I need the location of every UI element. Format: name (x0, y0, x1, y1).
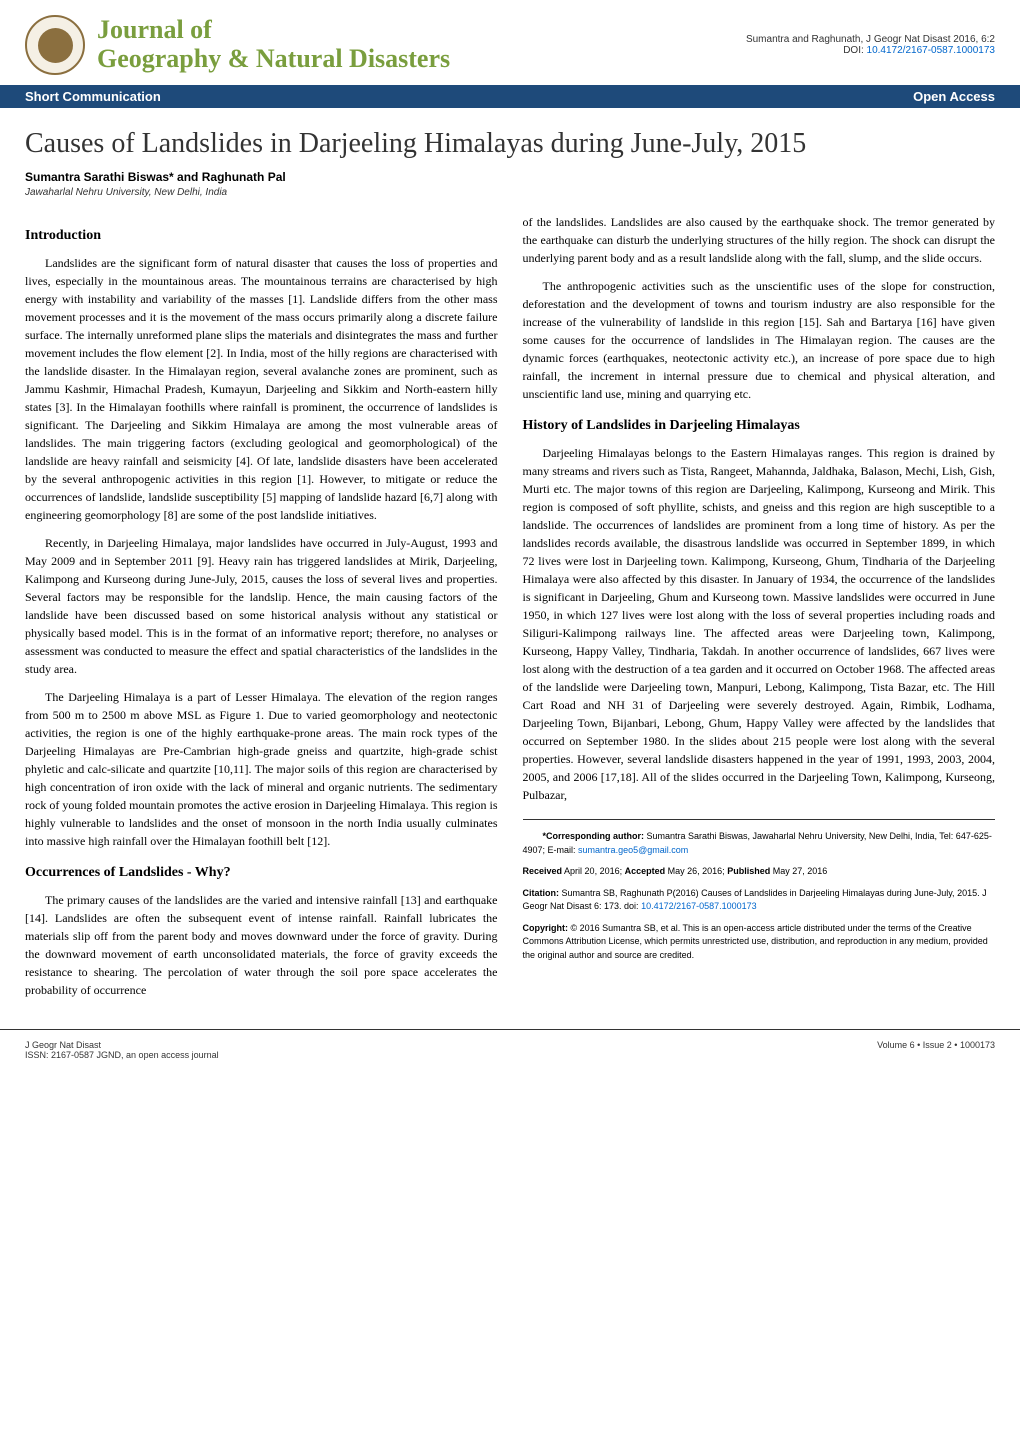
received-date: April 20, 2016; (564, 866, 622, 876)
doi-value[interactable]: 10.4172/2167-0587.1000173 (867, 45, 995, 56)
citation-short: Sumantra and Raghunath, J Geogr Nat Disa… (746, 34, 995, 45)
banner-left: Short Communication (25, 89, 161, 104)
header-left: Journal of Geography & Natural Disasters (25, 15, 450, 75)
history-p1: Darjeeling Himalayas belongs to the East… (523, 444, 996, 804)
info-box: *Corresponding author: Sumantra Sarathi … (523, 819, 996, 962)
doi-line: DOI: 10.4172/2167-0587.1000173 (746, 45, 995, 56)
page-footer: J Geogr Nat Disast ISSN: 2167-0587 JGND,… (0, 1029, 1020, 1070)
header-right: Sumantra and Raghunath, J Geogr Nat Disa… (746, 34, 995, 56)
copyright-text: © 2016 Sumantra SB, et al. This is an op… (523, 923, 988, 960)
footer-journal: J Geogr Nat Disast (25, 1040, 219, 1050)
page-header: Journal of Geography & Natural Disasters… (0, 0, 1020, 85)
authors: Sumantra Sarathi Biswas* and Raghunath P… (0, 170, 1020, 187)
article-title: Causes of Landslides in Darjeeling Himal… (0, 108, 1020, 170)
occurrences-title: Occurrences of Landslides - Why? (25, 862, 498, 883)
accepted-date: May 26, 2016; (668, 866, 725, 876)
published-label: Published (727, 866, 770, 876)
introduction-p2: Recently, in Darjeeling Himalaya, major … (25, 534, 498, 678)
dates-line: Received April 20, 2016; Accepted May 26… (523, 865, 996, 879)
journal-title-line2: Geography & Natural Disasters (97, 45, 450, 74)
journal-title-line1: Journal of (97, 16, 450, 45)
introduction-title: Introduction (25, 225, 498, 246)
history-title: History of Landslides in Darjeeling Hima… (523, 415, 996, 436)
citation-line: Citation: Sumantra SB, Raghunath P(2016)… (523, 887, 996, 914)
citation-doi[interactable]: 10.4172/2167-0587.1000173 (641, 901, 757, 911)
footer-left: J Geogr Nat Disast ISSN: 2167-0587 JGND,… (25, 1040, 219, 1060)
affiliation: Jawaharlal Nehru University, New Delhi, … (0, 187, 1020, 213)
published-date: May 27, 2016 (773, 866, 828, 876)
occurrences-p2: of the landslides. Landslides are also c… (523, 213, 996, 267)
journal-title: Journal of Geography & Natural Disasters (97, 16, 450, 73)
introduction-p1: Landslides are the significant form of n… (25, 254, 498, 524)
citation-label: Citation: (523, 888, 560, 898)
logo-inner-icon (38, 28, 73, 63)
doi-label: DOI: (843, 45, 864, 56)
corresponding-email[interactable]: sumantra.geo5@gmail.com (578, 845, 688, 855)
right-column: of the landslides. Landslides are also c… (523, 213, 996, 1009)
article-type-banner: Short Communication Open Access (0, 85, 1020, 108)
journal-logo-icon (25, 15, 85, 75)
corresponding-label: *Corresponding author: (543, 831, 645, 841)
copyright-line: Copyright: © 2016 Sumantra SB, et al. Th… (523, 922, 996, 963)
occurrences-p1: The primary causes of the landslides are… (25, 891, 498, 999)
received-label: Received (523, 866, 563, 876)
footer-right: Volume 6 • Issue 2 • 1000173 (877, 1040, 995, 1060)
accepted-label: Accepted (625, 866, 666, 876)
footer-issn: ISSN: 2167-0587 JGND, an open access jou… (25, 1050, 219, 1060)
content-columns: Introduction Landslides are the signific… (0, 213, 1020, 1029)
banner-right: Open Access (913, 89, 995, 104)
occurrences-p3: The anthropogenic activities such as the… (523, 277, 996, 403)
copyright-label: Copyright: (523, 923, 569, 933)
introduction-p3: The Darjeeling Himalaya is a part of Les… (25, 688, 498, 850)
left-column: Introduction Landslides are the signific… (25, 213, 498, 1009)
corresponding-author: *Corresponding author: Sumantra Sarathi … (523, 830, 996, 857)
